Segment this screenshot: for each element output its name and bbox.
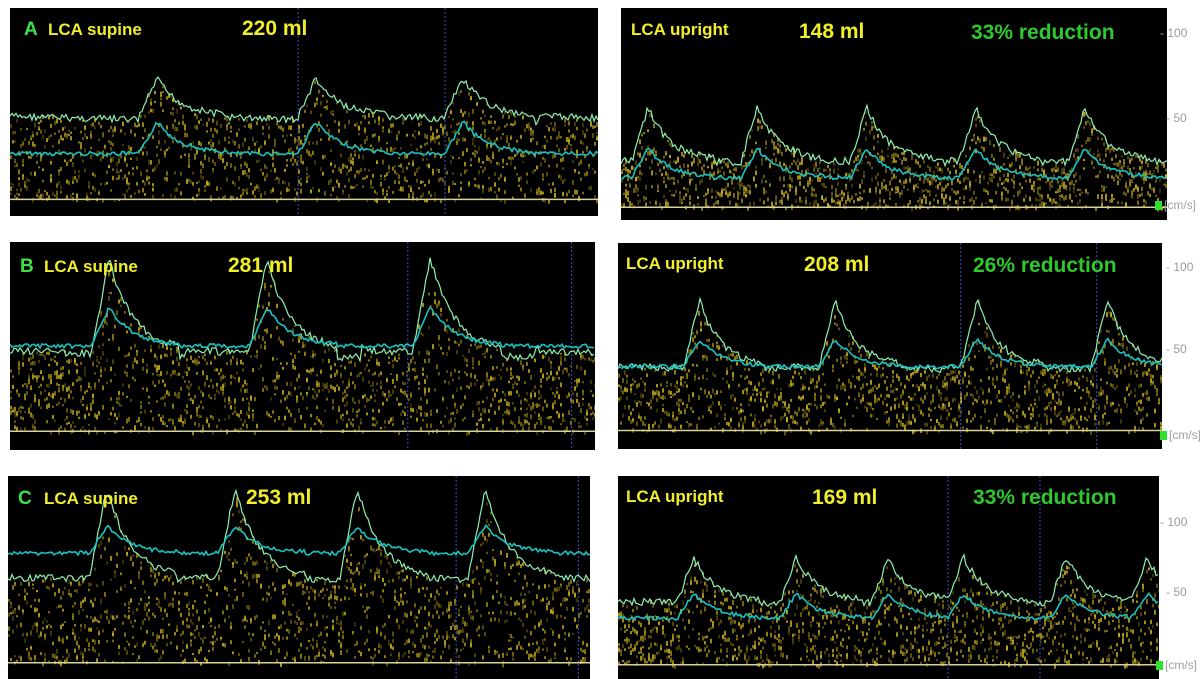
condition-label-b-upright: LCA upright bbox=[626, 254, 724, 273]
doppler-waveform-a-supine bbox=[10, 8, 598, 216]
scale-tick-c-50: - 50 bbox=[1166, 585, 1187, 599]
peak-velocity-envelope bbox=[10, 257, 595, 363]
condition-label-c-supine: LCA supine bbox=[44, 489, 138, 508]
unit-label-c: [cm/s] bbox=[1156, 658, 1197, 672]
volume-a-supine: 220 ml bbox=[242, 17, 308, 40]
panel-c-upright: LCA upright 169 ml 33% reduction bbox=[618, 476, 1159, 679]
panel-letter-b: B bbox=[20, 256, 34, 277]
scale-tick-c-100: - 100 bbox=[1160, 515, 1188, 529]
doppler-waveform-c-supine bbox=[8, 476, 590, 679]
panel-letter-a: A bbox=[24, 19, 38, 40]
spectral-fill bbox=[621, 111, 1167, 212]
peak-velocity-envelope bbox=[618, 296, 1162, 374]
reduction-c: 33% reduction bbox=[973, 486, 1117, 509]
panel-letter-c: C bbox=[18, 488, 32, 509]
panel-b-upright: LCA upright 208 ml 26% reduction bbox=[618, 243, 1162, 449]
mean-velocity-trace bbox=[618, 592, 1159, 622]
velocity-marker-icon bbox=[1155, 201, 1162, 210]
mean-velocity-trace bbox=[10, 120, 598, 158]
volume-a-upright: 148 ml bbox=[799, 20, 865, 43]
reduction-a: 33% reduction bbox=[971, 21, 1115, 44]
peak-velocity-envelope bbox=[621, 103, 1167, 168]
condition-label-b-supine: LCA supine bbox=[44, 257, 138, 276]
unit-label-b: [cm/s] bbox=[1160, 428, 1200, 442]
spectral-fill bbox=[10, 270, 595, 437]
doppler-waveform-b-supine bbox=[10, 242, 595, 450]
mean-velocity-trace bbox=[10, 306, 595, 350]
spectral-fill bbox=[8, 497, 590, 668]
reduction-b: 26% reduction bbox=[973, 254, 1117, 277]
velocity-marker-icon bbox=[1160, 431, 1167, 440]
unit-label-a: [cm/s] bbox=[1155, 198, 1196, 212]
mean-velocity-trace bbox=[621, 147, 1167, 181]
mean-velocity-trace bbox=[618, 337, 1162, 371]
panel-a-supine: A LCA supine 220 ml bbox=[10, 8, 598, 216]
doppler-waveform-b-upright bbox=[618, 243, 1162, 449]
peak-velocity-envelope bbox=[10, 76, 598, 127]
condition-label-a-upright: LCA upright bbox=[631, 20, 729, 39]
volume-c-supine: 253 ml bbox=[246, 486, 312, 509]
panel-c-supine: C LCA supine 253 ml bbox=[8, 476, 590, 679]
scale-tick-b-100: - 100 bbox=[1166, 260, 1194, 274]
peak-velocity-envelope bbox=[618, 553, 1159, 608]
doppler-waveform-c-upright bbox=[618, 476, 1159, 679]
volume-b-supine: 281 ml bbox=[228, 254, 294, 277]
scale-tick-a-100: - 100 bbox=[1160, 26, 1188, 40]
doppler-waveform-a-upright bbox=[621, 103, 1167, 212]
spectral-fill bbox=[10, 80, 598, 204]
mean-velocity-trace bbox=[8, 523, 590, 557]
condition-label-a-supine: LCA supine bbox=[48, 20, 142, 39]
volume-c-upright: 169 ml bbox=[812, 486, 878, 509]
velocity-marker-icon bbox=[1156, 661, 1163, 670]
scale-tick-a-50: - 50 bbox=[1166, 111, 1187, 125]
condition-label-c-upright: LCA upright bbox=[626, 487, 724, 506]
panel-a-upright: LCA upright 148 ml 33% reduction bbox=[621, 8, 1167, 220]
peak-velocity-envelope bbox=[8, 488, 590, 584]
volume-b-upright: 208 ml bbox=[804, 253, 870, 276]
panel-b-supine: B LCA supine 281 ml bbox=[10, 242, 595, 450]
scale-tick-b-50: - 50 bbox=[1166, 342, 1187, 356]
